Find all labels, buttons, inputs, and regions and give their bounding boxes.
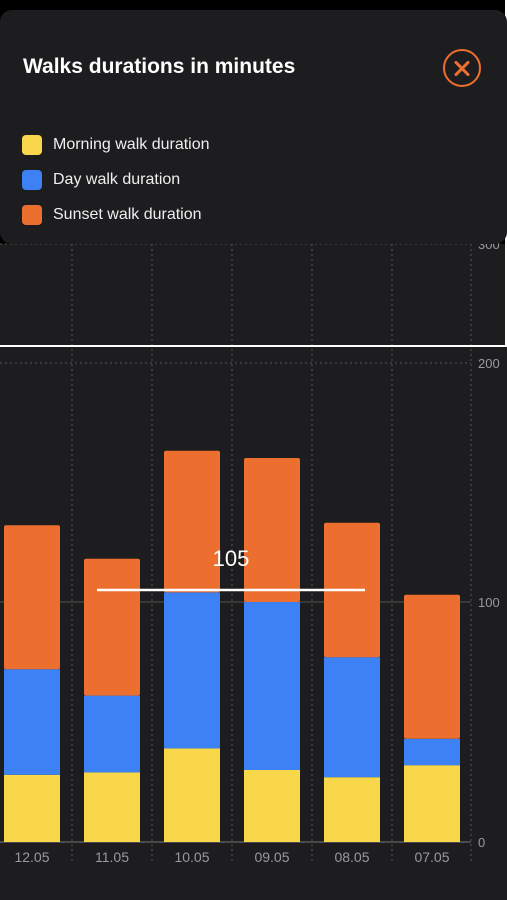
legend-label-sunset: Sunset walk duration	[53, 205, 202, 223]
bar-segment	[244, 602, 300, 770]
legend: Morning walk duration Day walk duration …	[22, 127, 210, 232]
bar-segment	[84, 695, 140, 773]
y-tick-label: 0	[478, 835, 485, 850]
bar-segment	[404, 738, 460, 766]
legend-panel: Walks durations in minutes Morning walk …	[0, 10, 507, 244]
bar-segment	[404, 594, 460, 739]
y-tick-label: 100	[478, 595, 500, 610]
legend-label-day: Day walk duration	[53, 170, 181, 188]
bar-segment	[4, 669, 60, 775]
close-circle-icon[interactable]	[443, 49, 481, 87]
bar-segment	[84, 558, 140, 696]
bar-segment	[84, 772, 140, 842]
x-tick-label: 10.05	[174, 849, 209, 865]
legend-label-morning: Morning walk duration	[53, 135, 210, 153]
legend-item-morning: Morning walk duration	[22, 127, 210, 162]
x-tick-label: 12.05	[14, 849, 49, 865]
bar-segment	[244, 458, 300, 602]
legend-swatch-sunset	[22, 204, 42, 225]
legend-item-day: Day walk duration	[22, 162, 210, 197]
bar-segment	[244, 770, 300, 842]
bar-segment	[4, 525, 60, 670]
upper-plot-panel	[0, 244, 507, 345]
average-label: 105	[213, 546, 250, 571]
panel-separator	[0, 345, 507, 347]
x-tick-label: 09.05	[254, 849, 289, 865]
x-tick-label: 11.05	[95, 849, 129, 865]
bar-segment	[164, 450, 220, 593]
x-tick-label: 08.05	[334, 849, 369, 865]
legend-swatch-day	[22, 169, 42, 190]
bar-segment	[4, 774, 60, 842]
bar-segment	[404, 765, 460, 842]
chart-title: Walks durations in minutes	[23, 55, 296, 78]
bar-segment	[164, 748, 220, 842]
x-tick-label: 07.05	[414, 849, 449, 865]
legend-item-sunset: Sunset walk duration	[22, 197, 210, 232]
legend-swatch-morning	[22, 134, 42, 155]
bar-segment	[164, 592, 220, 749]
bar-segment	[324, 777, 380, 842]
bar-segment	[324, 657, 380, 778]
y-tick-label: 200	[478, 356, 500, 371]
